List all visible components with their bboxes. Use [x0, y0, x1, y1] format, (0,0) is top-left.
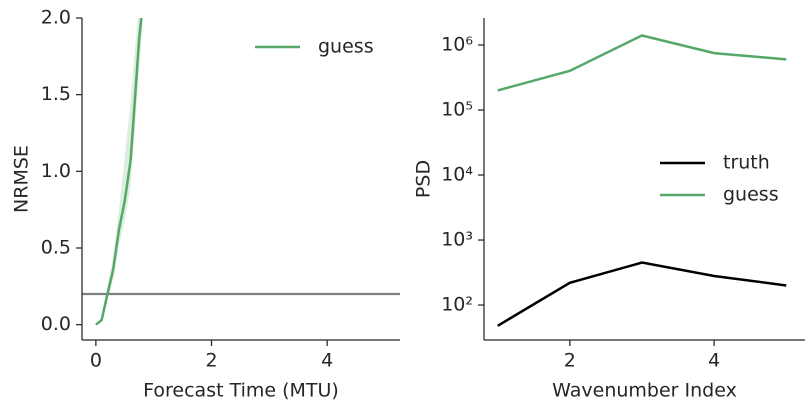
x-tick-label: 0 [90, 350, 102, 372]
legend-label: guess [723, 184, 779, 206]
legend-label: truth [723, 152, 770, 174]
x-tick-label: 2 [564, 350, 576, 372]
plot: 2 4 10² 10³ 10⁴ 10⁵ 10⁶ Wavenumber Index PSD trut… [413, 18, 805, 402]
confidence-band [95, 18, 143, 325]
series-line [497, 261, 787, 327]
plot-area [82, 18, 400, 326]
y-tick-label: 0.5 [41, 237, 71, 259]
y-tick-label: 2.0 [41, 7, 71, 29]
y-tick-label: 10³ [441, 229, 473, 251]
x-axis-label: Forecast Time (MTU) [143, 380, 339, 402]
x-tick-label: 4 [708, 350, 720, 372]
legend-label: guess [318, 36, 374, 58]
y-tick-label: 1.5 [41, 83, 71, 105]
plot-area [497, 34, 787, 327]
y-tick-label: 10² [441, 294, 473, 316]
y-tick-label: 0.0 [41, 313, 71, 335]
y-tick-label: 10⁴ [441, 164, 473, 186]
series-line [95, 18, 143, 326]
plot: 0 2 4 0.0 0.5 1.0 1.5 2.0 Forecast Time (MTU) NRM… [11, 7, 400, 402]
x-axis-label: Wavenumber Index [552, 380, 737, 402]
y-tick-label: 10⁵ [441, 98, 473, 120]
y-axis-label: NRMSE [11, 145, 33, 213]
y-axis-label: PSD [413, 160, 435, 198]
series-line [497, 34, 787, 92]
x-tick-label: 4 [321, 350, 333, 372]
y-tick-label: 1.0 [41, 160, 71, 182]
x-tick-label: 2 [205, 350, 217, 372]
y-tick-label: 10⁶ [441, 33, 473, 55]
